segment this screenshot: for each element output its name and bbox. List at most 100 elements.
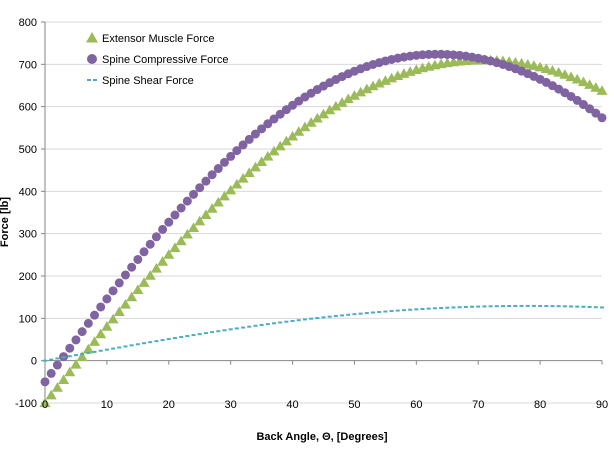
data-point-triangle (305, 117, 317, 127)
data-point-triangle (218, 190, 230, 201)
data-point-triangle (311, 112, 323, 123)
data-point-triangle (256, 156, 268, 166)
data-point-circle (114, 278, 124, 288)
data-point-triangle (237, 173, 249, 183)
data-point-triangle (299, 121, 311, 132)
data-point-triangle (546, 65, 558, 75)
data-point-circle (139, 247, 149, 257)
x-axis-title: Back Angle, Θ, [Degrees] (256, 431, 387, 443)
data-point-circle (250, 129, 260, 139)
data-point-triangle (45, 389, 57, 400)
data-point-circle (430, 49, 440, 59)
data-point-triangle (113, 306, 125, 316)
data-point-triangle (58, 374, 70, 385)
data-point-triangle (522, 59, 534, 69)
data-point-circle (201, 176, 211, 186)
data-point-triangle (342, 93, 354, 104)
data-point-triangle (330, 100, 342, 111)
data-point-triangle (361, 83, 373, 94)
data-point-triangle (571, 73, 583, 84)
data-point-triangle (144, 270, 156, 280)
data-point-triangle (577, 76, 589, 87)
data-point-circle (213, 164, 223, 174)
data-point-triangle (150, 263, 162, 273)
legend-label: Spine Shear Force (102, 75, 194, 87)
data-point-triangle (373, 77, 385, 88)
legend-item: Extensor Muscle Force (86, 32, 214, 45)
legend-marker-circle (87, 54, 97, 64)
y-tick-label: 0 (31, 356, 37, 368)
data-point-triangle (138, 277, 150, 287)
y-tick-label: 700 (19, 59, 37, 71)
data-point-triangle (70, 359, 82, 369)
data-point-circle (120, 270, 130, 280)
data-point-triangle (293, 126, 305, 136)
data-point-triangle (565, 71, 577, 82)
data-point-triangle (249, 161, 261, 172)
data-point-circle (244, 134, 254, 144)
data-point-circle (176, 203, 186, 213)
grid-lines (45, 21, 602, 404)
data-point-triangle (324, 104, 336, 115)
data-point-triangle (287, 130, 299, 141)
data-point-triangle (212, 196, 224, 207)
data-point-circle (108, 286, 118, 296)
x-tick-label: 20 (163, 399, 175, 411)
data-point-circle (164, 217, 174, 227)
series-triangle (39, 54, 608, 408)
data-point-triangle (540, 63, 552, 73)
y-tick-label: 500 (19, 144, 37, 156)
data-point-circle (182, 196, 192, 206)
x-tick-label: 50 (348, 399, 360, 411)
data-point-triangle (268, 145, 280, 156)
y-axis-title: Force [lb] (0, 197, 11, 247)
data-point-circle (40, 377, 50, 387)
data-point-circle (77, 327, 87, 337)
data-point-circle (597, 113, 607, 123)
data-point-circle (65, 343, 75, 353)
data-point-circle (269, 114, 279, 124)
y-tick-label: 200 (19, 271, 37, 283)
y-tick-label: -100 (15, 398, 37, 410)
data-point-circle (195, 183, 205, 193)
data-point-triangle (188, 222, 200, 232)
data-point-triangle (132, 284, 144, 295)
data-point-triangle (82, 343, 94, 354)
y-tick-label: 400 (19, 186, 37, 198)
x-tick-label: 40 (286, 399, 298, 411)
data-point-triangle (231, 178, 243, 189)
data-point-triangle (280, 135, 292, 146)
data-point-triangle (584, 79, 596, 89)
legend-label: Extensor Muscle Force (102, 33, 214, 45)
data-point-triangle (553, 67, 565, 77)
legend-marker-triangle (86, 32, 98, 43)
data-point-triangle (76, 351, 88, 362)
data-point-triangle (262, 150, 274, 161)
data-point-triangle (225, 184, 237, 195)
data-point-circle (226, 151, 236, 161)
data-point-triangle (126, 291, 138, 302)
data-point-circle (127, 262, 137, 272)
data-point-triangle (64, 366, 76, 377)
data-point-triangle (101, 321, 113, 331)
x-tick-label: 10 (101, 399, 113, 411)
legend-item: Spine Shear Force (87, 75, 194, 87)
legend: Extensor Muscle Force Spine Compressive F… (86, 32, 229, 87)
data-point-circle (133, 254, 143, 264)
data-point-triangle (379, 75, 391, 85)
data-point-triangle (596, 85, 608, 95)
data-point-circle (238, 140, 248, 150)
data-point-triangle (348, 90, 360, 100)
data-point-circle (263, 119, 273, 129)
data-point-triangle (559, 69, 571, 79)
x-tick-label: 70 (472, 399, 484, 411)
data-point-circle (219, 157, 229, 167)
y-tick-label: 600 (19, 102, 37, 114)
x-tick-label: 80 (534, 399, 546, 411)
y-tick-label: 300 (19, 229, 37, 241)
data-point-circle (275, 109, 285, 119)
data-point-circle (189, 189, 199, 199)
data-point-triangle (157, 256, 169, 266)
